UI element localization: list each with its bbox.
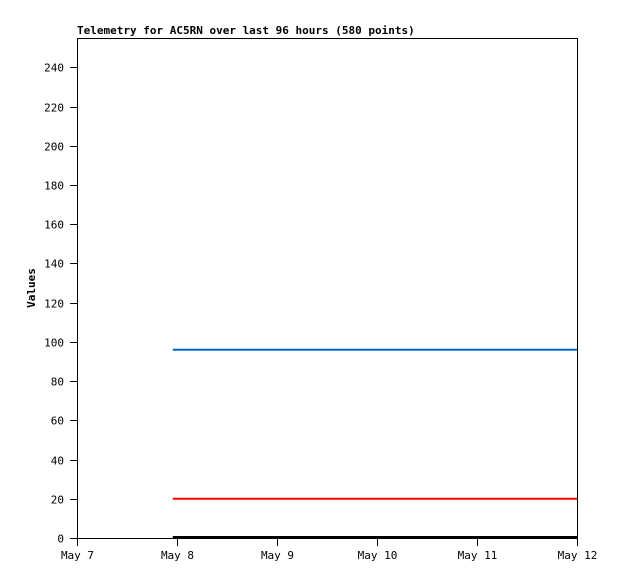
y-axis-label: Values xyxy=(25,268,38,308)
y-tick-label: 100 xyxy=(44,337,64,350)
x-tick-label: May 7 xyxy=(61,549,94,562)
y-tick-label: 120 xyxy=(44,298,64,311)
y-tick-label: 80 xyxy=(51,376,64,389)
y-tick-label: 20 xyxy=(51,494,64,507)
y-tick-label: 220 xyxy=(44,102,64,115)
y-tick-label: 40 xyxy=(51,455,64,468)
x-tick-label: May 12 xyxy=(558,549,598,562)
x-tick-label: May 11 xyxy=(458,549,498,562)
y-tick-label: 180 xyxy=(44,180,64,193)
y-tick-label: 140 xyxy=(44,258,64,271)
y-tick-label: 200 xyxy=(44,141,64,154)
y-tick-label: 0 xyxy=(57,533,64,546)
y-tick-label: 240 xyxy=(44,62,64,75)
plot-frame xyxy=(77,38,578,539)
chart-title: Telemetry for AC5RN over last 96 hours (… xyxy=(77,24,415,37)
x-tick-label: May 9 xyxy=(261,549,294,562)
x-tick-label: May 10 xyxy=(358,549,398,562)
y-tick-label: 160 xyxy=(44,219,64,232)
y-tick-label: 60 xyxy=(51,415,64,428)
x-tick-label: May 8 xyxy=(161,549,194,562)
